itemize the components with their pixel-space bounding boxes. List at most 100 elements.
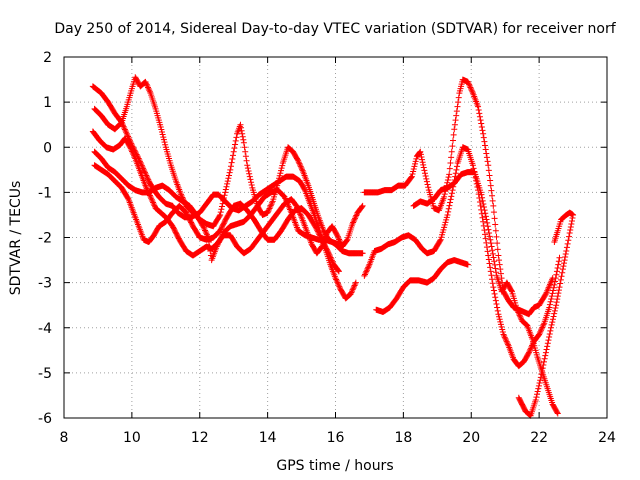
data-point-marker [477, 117, 484, 124]
data-point-marker [492, 221, 499, 228]
data-point-marker [267, 204, 274, 211]
data-point-marker [563, 244, 570, 251]
data-point-marker [567, 226, 574, 233]
data-point-marker [478, 191, 485, 198]
data-point-marker [488, 243, 495, 250]
data-point-marker [453, 166, 460, 173]
data-point-marker [160, 136, 167, 143]
data-point-marker [557, 280, 564, 287]
data-point-marker [217, 235, 224, 242]
data-point-marker [334, 279, 341, 286]
data-point-marker [483, 150, 490, 157]
data-point-marker [494, 240, 501, 247]
data-point-marker [343, 237, 350, 244]
data-point-marker [227, 163, 234, 170]
data-point-marker [449, 187, 456, 194]
data-point-marker [294, 156, 301, 163]
data-point-marker [557, 276, 564, 283]
data-point-marker [200, 223, 207, 230]
data-point-marker [352, 215, 359, 222]
data-point-marker [328, 257, 335, 264]
data-point-marker [239, 130, 246, 137]
data-point-marker [485, 256, 492, 263]
data-point-marker [549, 290, 556, 297]
y-tick-label: -2 [38, 231, 52, 247]
data-point-marker [351, 282, 358, 289]
data-point-marker [327, 254, 334, 261]
data-point-marker [244, 165, 251, 172]
x-tick-label: 20 [462, 430, 480, 446]
x-tick-label: 16 [327, 430, 345, 446]
data-point-marker [558, 215, 565, 222]
data-point-marker [541, 355, 548, 362]
data-point-marker [448, 193, 455, 200]
data-point-marker [552, 278, 559, 285]
data-point-marker [122, 127, 129, 134]
data-point-marker [213, 243, 220, 250]
data-point-marker [528, 343, 535, 350]
data-point-marker [487, 236, 494, 243]
y-tick-label: -6 [38, 411, 52, 427]
data-point-marker [295, 157, 302, 164]
data-point-marker [497, 321, 504, 328]
data-point-marker [243, 157, 250, 164]
data-point-marker [347, 290, 354, 297]
data-point-marker [490, 287, 497, 294]
x-tick-label: 12 [191, 430, 209, 446]
data-point-marker [527, 346, 534, 353]
data-point-marker [142, 182, 149, 189]
data-point-marker [232, 137, 239, 144]
data-point-marker [145, 85, 152, 92]
data-point-marker [560, 263, 567, 270]
data-point-marker [146, 87, 153, 94]
data-point-marker [336, 284, 343, 291]
data-point-marker [313, 225, 320, 232]
data-point-marker [238, 127, 245, 134]
data-point-marker [149, 198, 156, 205]
data-point-marker [158, 129, 165, 136]
data-point-marker [242, 153, 249, 160]
data-point-marker [224, 178, 231, 185]
data-point-marker [525, 349, 532, 356]
data-point-marker [448, 190, 455, 197]
data-point-marker [563, 248, 570, 255]
data-point-marker [352, 279, 359, 286]
data-point-marker [536, 331, 543, 338]
data-point-marker [312, 223, 319, 230]
data-point-marker [335, 280, 342, 287]
data-point-marker [237, 121, 244, 128]
data-point-marker [248, 182, 255, 189]
data-point-marker [233, 134, 240, 141]
data-point-marker [482, 235, 489, 242]
data-point-marker [333, 277, 340, 284]
data-point-marker [539, 323, 546, 330]
data-point-marker [455, 94, 462, 101]
data-point-marker [475, 103, 482, 110]
data-point-marker [485, 226, 492, 233]
data-point-marker [535, 385, 542, 392]
data-series-track-4 [91, 148, 342, 264]
data-point-marker [539, 324, 546, 331]
data-point-marker [230, 148, 237, 155]
data-point-marker [325, 250, 332, 257]
data-point-marker [359, 202, 366, 209]
data-point-marker [178, 191, 185, 198]
data-point-marker [535, 382, 542, 389]
data-point-marker [227, 166, 234, 173]
data-point-marker [553, 299, 560, 306]
data-point-marker [489, 250, 496, 257]
data-point-marker [449, 143, 456, 150]
data-point-marker [142, 169, 149, 176]
data-point-marker [351, 216, 358, 223]
data-point-marker [269, 199, 276, 206]
data-point-marker [298, 164, 305, 171]
data-point-marker [494, 246, 501, 253]
data-point-marker [423, 178, 430, 185]
data-point-marker [451, 121, 458, 128]
data-point-marker [216, 238, 223, 245]
data-point-marker [124, 195, 131, 202]
data-point-marker [417, 151, 424, 158]
data-point-marker [553, 271, 560, 278]
